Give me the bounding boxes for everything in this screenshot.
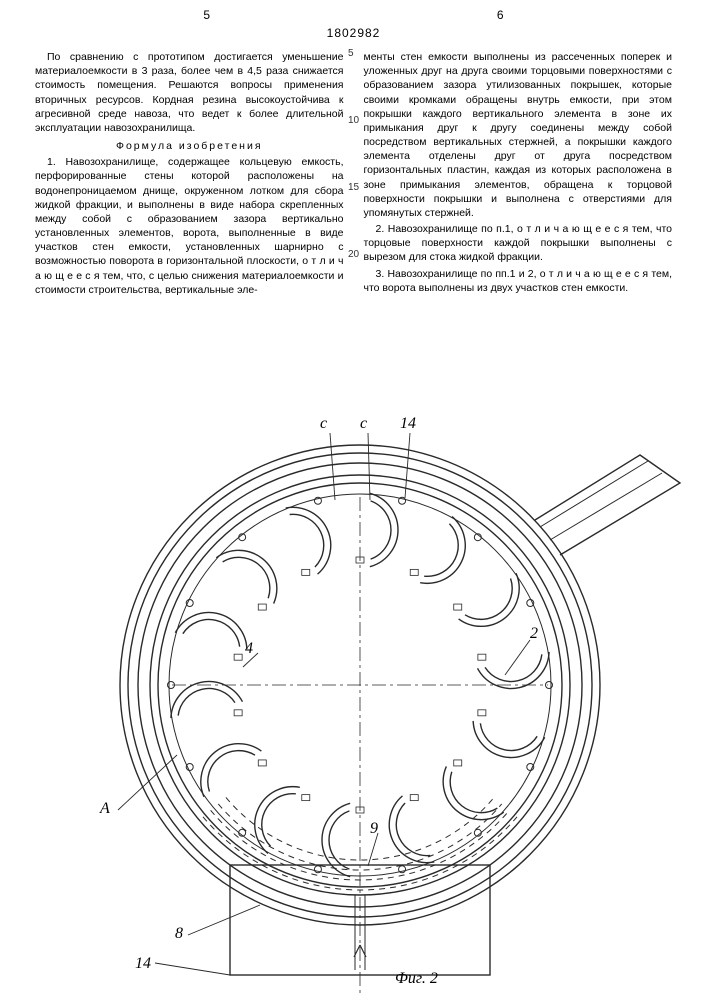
label-14b: 14 bbox=[135, 955, 151, 973]
formula-title: Формула изобретения bbox=[35, 139, 344, 153]
page-num-right: 6 bbox=[497, 8, 504, 22]
para-intro: По сравнению с прототипом достигается ум… bbox=[35, 50, 344, 135]
label-A: А bbox=[100, 800, 110, 818]
claim-3: 3. Навозохранилище по пп.1 и 2, о т л и … bbox=[364, 267, 673, 295]
figure-2: с с 14 2 4 А 9 8 14 Фиг. 2 bbox=[0, 395, 707, 995]
label-14a: 14 bbox=[400, 415, 416, 433]
figure-svg bbox=[0, 395, 707, 995]
claim-1-start: 1. Навозохранилище, содержащее кольцевую… bbox=[35, 155, 344, 297]
label-4: 4 bbox=[245, 640, 253, 658]
label-9: 9 bbox=[370, 820, 378, 838]
line-number-markers: 5 10 15 20 bbox=[348, 48, 359, 316]
label-c1: с bbox=[320, 415, 327, 433]
label-c2: с bbox=[360, 415, 367, 433]
page-num-left: 5 bbox=[203, 8, 210, 22]
claim-2: 2. Навозохранилище по п.1, о т л и ч а ю… bbox=[364, 222, 673, 265]
figure-caption: Фиг. 2 bbox=[395, 970, 438, 988]
right-column: менты стен емкости выполнены из рассечен… bbox=[364, 50, 673, 299]
label-2: 2 bbox=[530, 625, 538, 643]
left-column: По сравнению с прототипом достигается ум… bbox=[35, 50, 344, 299]
label-8: 8 bbox=[175, 925, 183, 943]
claim-1-cont: менты стен емкости выполнены из рассечен… bbox=[364, 50, 673, 220]
patent-number: 1802982 bbox=[0, 26, 707, 40]
